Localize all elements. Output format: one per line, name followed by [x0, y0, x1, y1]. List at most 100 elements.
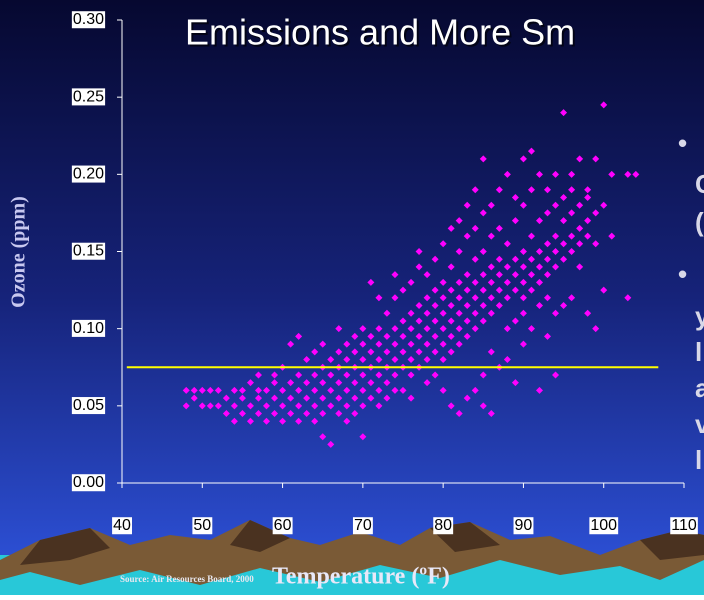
point — [423, 325, 431, 333]
point — [624, 170, 632, 178]
point — [527, 286, 535, 294]
point — [407, 325, 415, 333]
point — [383, 309, 391, 317]
point — [600, 101, 608, 109]
point — [375, 402, 383, 410]
x-tick-label-box: 80 — [433, 517, 454, 535]
point — [519, 201, 527, 209]
point — [311, 417, 319, 425]
point — [327, 386, 335, 394]
point — [391, 340, 399, 348]
point — [552, 309, 560, 317]
point — [487, 348, 495, 356]
point — [335, 379, 343, 387]
point — [254, 371, 262, 379]
y-tick-label-box: 0.25 — [71, 88, 106, 106]
point — [391, 325, 399, 333]
point — [592, 155, 600, 163]
point — [455, 410, 463, 418]
point — [367, 348, 375, 356]
point — [415, 348, 423, 356]
point — [367, 278, 375, 286]
point — [471, 224, 479, 232]
y-tick-label-box: 0.20 — [71, 165, 106, 183]
point — [391, 371, 399, 379]
point — [238, 386, 246, 394]
point — [568, 232, 576, 240]
point — [375, 294, 383, 302]
label-bg — [71, 242, 106, 260]
point — [495, 271, 503, 279]
x-tick-label-box: 110 — [670, 517, 698, 535]
point — [584, 232, 592, 240]
point — [343, 340, 351, 348]
point — [415, 248, 423, 255]
point — [335, 348, 343, 356]
point — [335, 325, 343, 333]
label-bg — [192, 517, 213, 535]
side-text: C — [695, 169, 704, 199]
point — [487, 232, 495, 240]
point — [246, 379, 254, 387]
point — [544, 240, 552, 248]
point — [415, 263, 423, 271]
point — [552, 263, 560, 271]
point — [495, 302, 503, 310]
point — [560, 255, 568, 263]
point — [560, 302, 568, 310]
label-bg — [71, 88, 106, 106]
point — [576, 240, 584, 248]
source-note: Source: Air Resources Board, 2000 — [120, 574, 254, 584]
point — [447, 286, 455, 294]
point — [319, 433, 327, 441]
x-tick-label-box: 60 — [272, 517, 293, 535]
point — [479, 317, 487, 325]
point — [311, 371, 319, 379]
point — [471, 278, 479, 286]
point — [343, 386, 351, 394]
point — [463, 394, 471, 402]
point — [222, 410, 230, 418]
y-tick-label-box: 0.05 — [71, 397, 106, 415]
point — [423, 271, 431, 279]
point — [407, 356, 415, 364]
point — [552, 232, 560, 240]
point — [479, 155, 487, 163]
point — [584, 193, 592, 201]
point — [624, 294, 632, 302]
point — [535, 278, 543, 286]
x-tick-label: 70 — [354, 517, 372, 534]
point — [584, 186, 592, 194]
point — [375, 356, 383, 364]
point — [447, 402, 455, 410]
point — [495, 286, 503, 294]
label-bg — [71, 397, 106, 415]
point — [327, 402, 335, 410]
point — [230, 402, 238, 410]
point — [535, 170, 543, 178]
point — [407, 371, 415, 379]
side-text: l — [695, 337, 702, 367]
point — [544, 255, 552, 263]
point — [238, 394, 246, 402]
label-bg — [352, 517, 373, 535]
point — [319, 394, 327, 402]
point — [568, 209, 576, 217]
label-bg — [272, 517, 293, 535]
point — [568, 186, 576, 194]
point — [519, 309, 527, 317]
point — [254, 410, 262, 418]
y-axis-label: Ozone (ppm) — [8, 196, 30, 308]
point — [632, 170, 640, 178]
point — [447, 224, 455, 232]
point — [303, 379, 311, 387]
point — [182, 402, 190, 410]
point — [447, 263, 455, 271]
point — [511, 193, 519, 201]
point — [455, 340, 463, 348]
point — [592, 209, 600, 217]
point — [327, 440, 335, 448]
point — [287, 394, 295, 402]
y-tick-label: 0.15 — [73, 243, 104, 260]
point — [391, 386, 399, 394]
